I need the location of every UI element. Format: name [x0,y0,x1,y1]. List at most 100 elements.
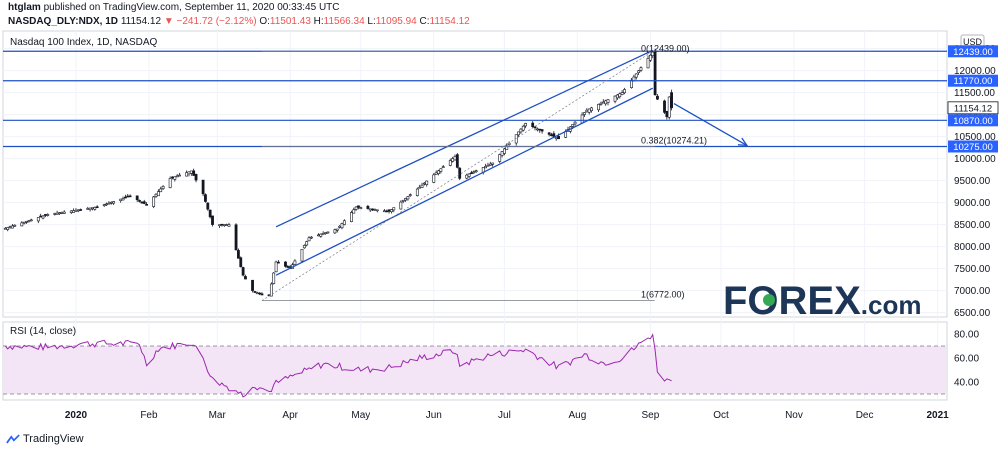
candle-body [58,212,61,214]
y-tick-label: 8500.00 [954,220,991,231]
candle-body [653,50,657,96]
x-tick-label: Nov [785,410,803,421]
candle-body [112,201,116,204]
candle-body [309,236,313,239]
candle-body [458,167,462,179]
candle-body [41,215,45,219]
candle-body [601,101,605,104]
rsi-band [4,346,946,394]
candle-body [648,54,652,61]
candle-body [119,198,123,201]
candle-body [368,208,372,211]
candle-body [324,232,327,234]
close-value: 11154.12 [429,16,470,27]
axes: 2020 Feb Mar Apr May Jun Jul Aug Sep Oct Nov Dec 202… [65,34,999,421]
candle-body [72,210,76,213]
candle-body [237,250,240,259]
candle-body [550,134,553,136]
candle-body [488,163,492,166]
candle-body [620,92,624,95]
candle-body [8,226,12,229]
candle-body [535,128,539,131]
candle-body [422,182,426,185]
candle-body [634,73,638,78]
fib-level-label: 0.382(10274.21) [641,136,707,146]
candle-body [168,178,172,189]
rsi-tick-label: 60.00 [954,354,979,365]
forex-watermark: FOREX.com [723,279,921,323]
candle-body [126,195,130,198]
candle-body [260,293,264,296]
candle-body [491,162,495,165]
x-tick-label: 2021 [926,410,949,421]
rsi-tick-label: 80.00 [954,330,979,341]
tradingview-footer[interactable]: TradingView [6,433,84,445]
candle-body [451,158,455,162]
candle-body [269,283,273,297]
candle-body [498,154,502,162]
candle-body [580,114,584,124]
candle-body [187,171,191,175]
x-tick-label: 2020 [65,410,88,421]
candle-body [519,128,523,133]
candle-body [350,212,353,222]
candle-body [585,109,589,113]
candle-body [204,194,207,202]
publish-header: htglam published on TradingView.com, Sep… [8,2,340,13]
open-value: 11501.43 [269,16,311,27]
candle-body [484,166,487,169]
candle-body [305,241,309,246]
candle-body [241,267,245,276]
candle-body [583,112,586,115]
candle-body [470,172,473,175]
candle-body [667,96,671,118]
candle-body [140,201,144,204]
candle-body [547,132,551,135]
y-tick-label: 9000.00 [954,198,991,209]
price-change: −241.72 (−2.12%) [176,16,257,27]
open-label: O: [259,16,270,27]
last-price-tag [947,101,999,115]
y-tick-label: 12000.00 [954,66,996,77]
candle-body [25,221,28,223]
candle-body [208,209,212,218]
watermark-text: FOREX.com [723,279,921,323]
candle-body [599,102,603,105]
level-price-tag [948,74,998,87]
candle-body [138,200,141,202]
level-price-tag [948,45,998,58]
rsi-pane: RSI (14, close) [3,326,947,398]
candle-body [437,170,440,174]
channel-upper-line [275,49,654,228]
candle-body [415,188,419,196]
fib-level-label: 1(6772.00) [641,290,685,300]
candle-body [359,207,363,209]
candle-body [60,212,64,214]
candle-body [540,129,544,132]
grid [2,30,948,401]
candle-body [201,179,205,195]
price-pane-frame [2,30,948,318]
candle-body [392,207,396,211]
candle-body [552,133,556,137]
level-price-label: 10275.00 [953,142,993,153]
candle-body [333,229,337,234]
candle-body [194,173,198,181]
candle-body [373,209,377,211]
candle-body [189,170,193,174]
candle-body [406,196,410,200]
candle-body [171,176,174,179]
candle-body [107,202,111,205]
candle-body [95,206,99,209]
x-tick-label: Oct [713,410,729,421]
candle-body [455,154,459,168]
candle-body [135,195,139,201]
candle-body [62,211,66,214]
candle-body [13,224,17,227]
candle-body [401,199,405,202]
candle-body [102,204,106,206]
candle-body [175,175,179,178]
candle-body [432,174,436,183]
y-tick-label: 6500.00 [954,308,991,319]
